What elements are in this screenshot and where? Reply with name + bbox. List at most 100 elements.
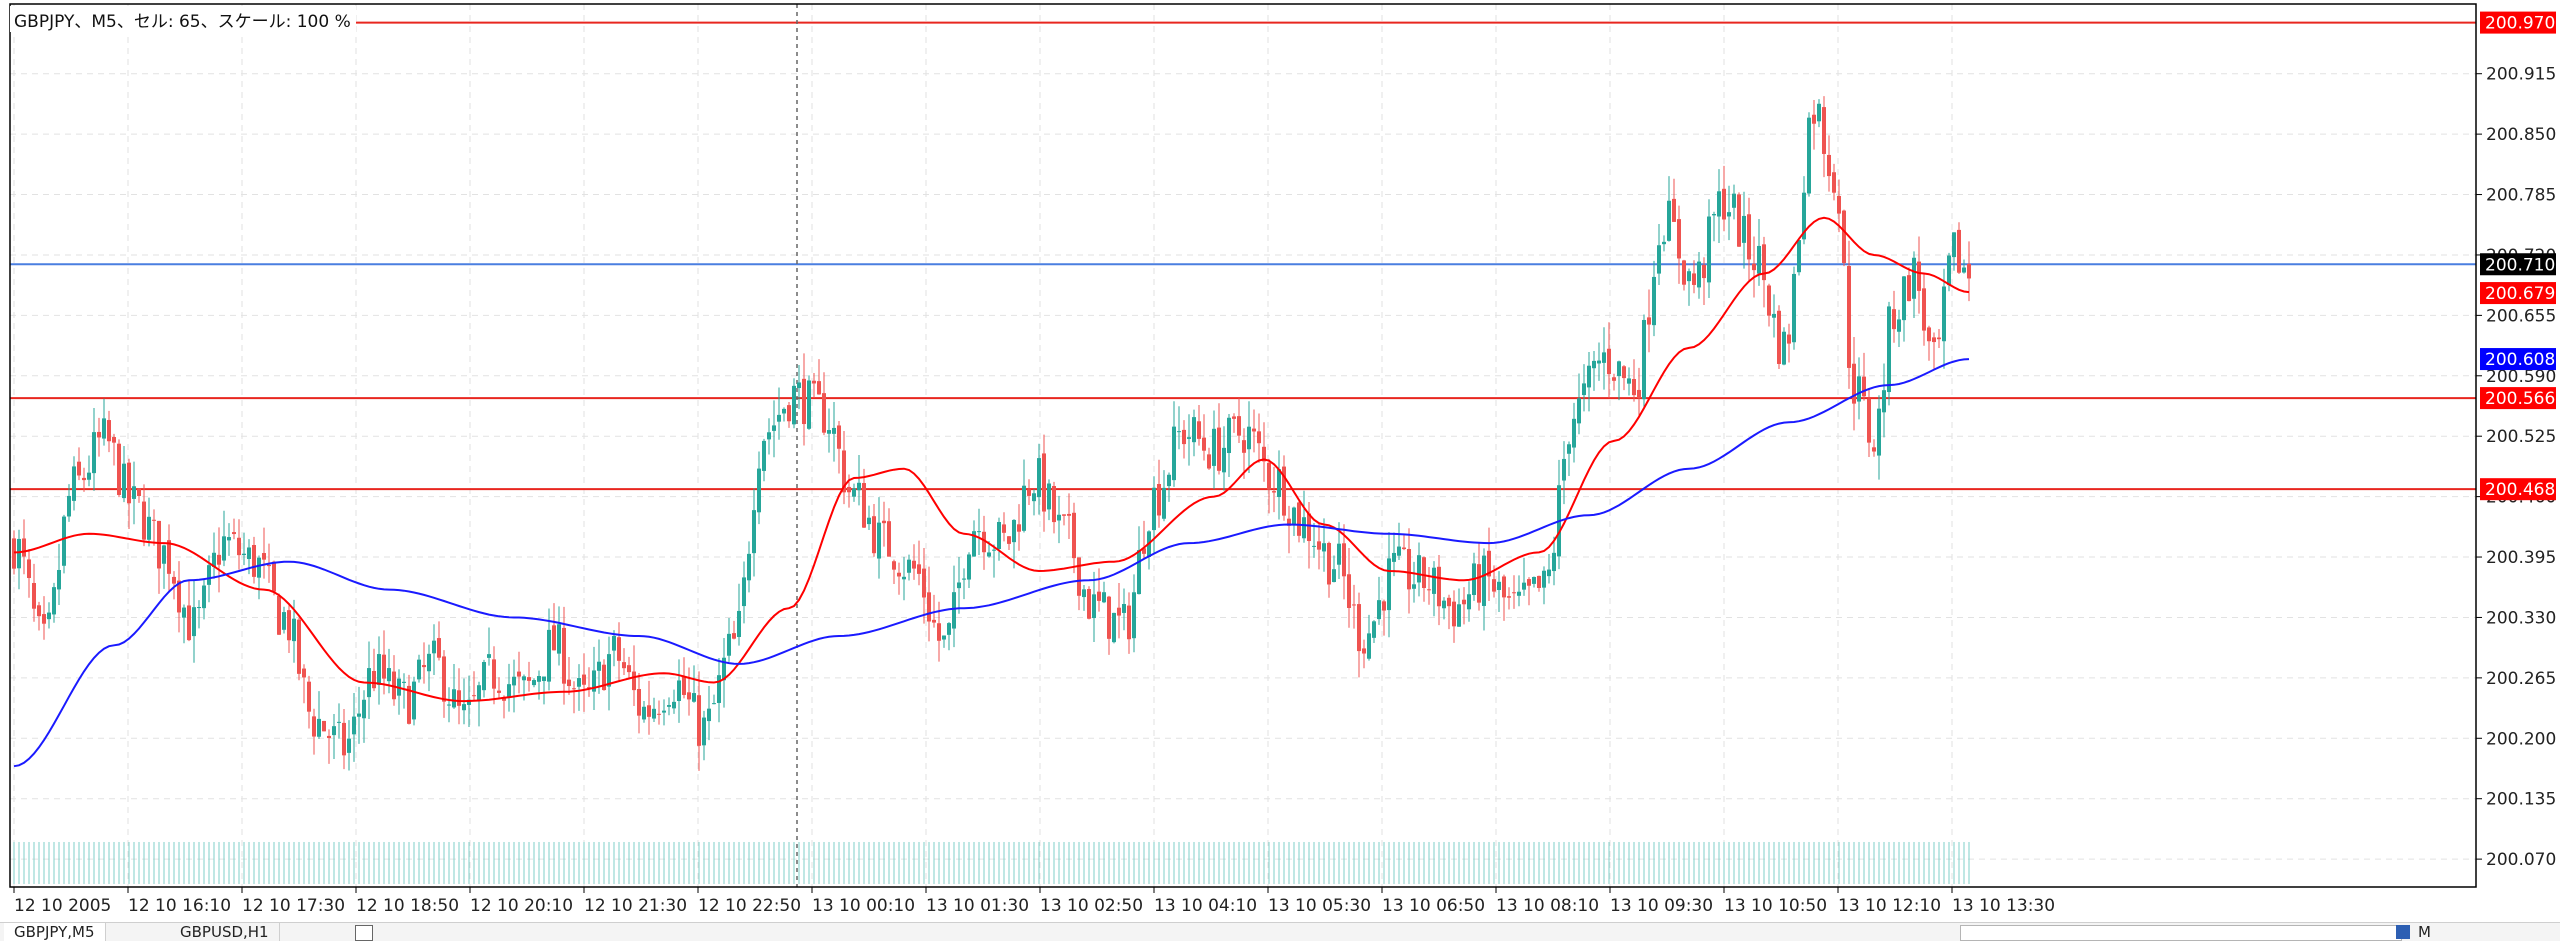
candle-body <box>1322 543 1326 552</box>
candle-body <box>1232 416 1236 419</box>
candle-body <box>452 689 456 708</box>
candle-body <box>407 685 411 724</box>
candle-body <box>917 564 921 574</box>
candle-body <box>1662 241 1666 245</box>
candle-body <box>1362 648 1366 654</box>
candle-body <box>362 699 366 719</box>
tab-gbpjpy-m5[interactable]: GBPJPY,M5 <box>4 923 106 941</box>
toolbar-search-box[interactable] <box>1960 925 2402 941</box>
candle-body <box>1482 555 1486 606</box>
candle-body <box>522 676 526 681</box>
time-tick-label: 13 10 00:10 <box>812 896 915 916</box>
candle-body <box>1597 360 1601 364</box>
candle-body <box>1342 543 1346 577</box>
chart-title: GBPJPY、M5、セル: 65、スケール: 100 % <box>14 12 351 32</box>
price-chart[interactable]: 200.915200.850200.785200.720200.655200.5… <box>0 0 2560 922</box>
candle-body <box>642 706 646 720</box>
candle-body <box>1042 453 1046 512</box>
candle-body <box>897 572 901 577</box>
candle-body <box>197 607 201 609</box>
candle-body <box>1432 567 1436 594</box>
candle-body <box>1612 377 1616 381</box>
window-icon[interactable] <box>2396 925 2410 939</box>
candle-body <box>212 552 216 567</box>
candle-body <box>167 540 171 574</box>
candle-body <box>307 681 311 712</box>
candle-body <box>492 659 496 689</box>
candle-body <box>1757 245 1761 274</box>
candle-body <box>892 561 896 570</box>
candle-body <box>887 521 891 557</box>
candle-body <box>37 605 41 617</box>
candle-body <box>1212 428 1216 466</box>
candle-body <box>607 654 611 687</box>
candle-body <box>1067 513 1071 516</box>
candle-body <box>1202 437 1206 451</box>
candle-body <box>732 633 736 639</box>
candle-body <box>1262 446 1266 462</box>
candle-body <box>257 557 261 578</box>
candle-body <box>527 677 531 681</box>
price-tag <box>2480 348 2556 371</box>
candle-body <box>672 701 676 709</box>
candle-body <box>1632 379 1636 396</box>
candle-body <box>922 568 926 598</box>
horizontal-levels[interactable] <box>10 21 2476 491</box>
time-axis[interactable]: 12 10 2005 12 10 16:10 12 10 17:30 12 10 18… <box>13 887 2055 916</box>
candle-body <box>1782 331 1786 365</box>
candle-body <box>1017 524 1021 532</box>
candle-body <box>332 726 336 736</box>
candle-body <box>412 681 416 720</box>
candle-body <box>477 685 481 700</box>
price-tag <box>2480 387 2556 410</box>
price-tag-label: 200.710 <box>2485 255 2555 275</box>
candle-body <box>32 582 36 609</box>
candle-body <box>347 738 351 753</box>
candle-body <box>1122 604 1126 613</box>
candle-body <box>777 414 781 422</box>
candle-body <box>582 674 586 685</box>
candle-body <box>1892 309 1896 330</box>
candle-body <box>417 659 421 680</box>
candle-body <box>42 614 46 624</box>
candle-body <box>1907 275 1911 302</box>
tab-gbpusd-h1[interactable]: GBPUSD,H1 <box>170 923 280 941</box>
candle-body <box>1492 579 1496 592</box>
candle-body <box>1572 418 1576 448</box>
candle-body <box>162 545 166 564</box>
candle-body <box>507 684 511 698</box>
candle-body <box>47 612 51 620</box>
candle-body <box>1082 589 1086 598</box>
candle-body <box>862 483 866 528</box>
candle-body <box>97 431 101 438</box>
candle-body <box>557 624 561 654</box>
candle-body <box>1832 172 1836 193</box>
volume-bars <box>13 842 1970 884</box>
candle-body <box>222 536 226 561</box>
candle-body <box>497 690 501 693</box>
candle-body <box>1267 462 1271 490</box>
candle-body <box>1442 600 1446 609</box>
candle-body <box>1227 417 1231 454</box>
candle-body <box>1387 558 1391 611</box>
price-tick-label: 200.070 <box>2486 850 2556 870</box>
candle-body <box>1002 524 1006 533</box>
candle-body <box>1912 257 1916 299</box>
candle-body <box>1927 327 1931 342</box>
candle-body <box>1752 263 1756 271</box>
candle-body <box>1157 483 1161 516</box>
candle-body <box>282 612 286 630</box>
candle-body <box>1877 408 1881 456</box>
price-tick-label: 200.525 <box>2486 427 2556 447</box>
candle-body <box>1712 214 1716 216</box>
candle-body <box>567 679 571 687</box>
new-tab-button[interactable] <box>355 925 373 941</box>
candle-body <box>1567 444 1571 454</box>
price-axis[interactable]: 200.915200.850200.785200.720200.655200.5… <box>2476 65 2556 870</box>
candle-body <box>82 477 86 481</box>
candle-body <box>942 635 946 640</box>
candle-body <box>652 708 656 719</box>
candle-body <box>1107 596 1111 639</box>
candle-body <box>1932 337 1936 343</box>
candle-body <box>797 382 801 389</box>
